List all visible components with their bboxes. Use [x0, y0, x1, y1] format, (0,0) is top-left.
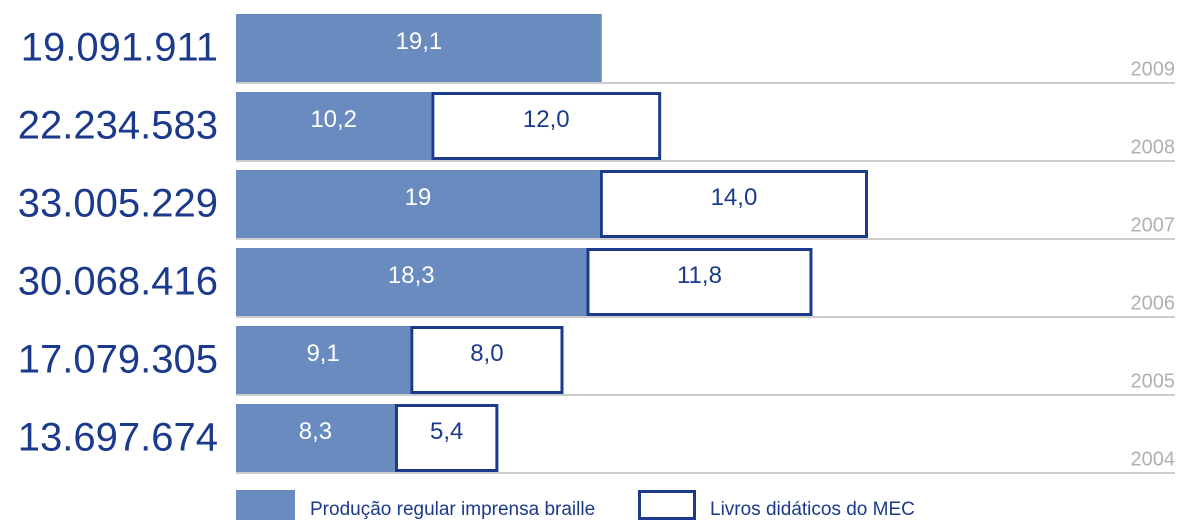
bar-segment [586, 248, 813, 316]
value-label: 18,3 [388, 262, 435, 289]
value-label: 8,3 [299, 418, 332, 445]
legend-swatch [638, 490, 696, 520]
value-label: 19 [405, 184, 432, 211]
year-label: 2008 [1131, 136, 1176, 158]
value-label: 19,1 [396, 28, 443, 55]
year-label: 2005 [1131, 370, 1176, 392]
bar-segment [236, 92, 432, 160]
bar-segment [236, 248, 587, 316]
bar-segment [236, 404, 395, 472]
legend-label: Livros didáticos do MEC [710, 499, 915, 520]
year-label: 2007 [1131, 214, 1176, 236]
bar-segment [236, 326, 411, 394]
bar-segment [410, 326, 564, 394]
row-label: 33.005.229 [18, 182, 218, 226]
value-label: 5,4 [430, 418, 463, 445]
year-label: 2006 [1131, 292, 1176, 314]
value-label: 10,2 [310, 106, 357, 133]
value-label: 14,0 [711, 184, 758, 211]
bar-segment [431, 92, 662, 160]
row-label: 17.079.305 [18, 338, 218, 382]
bar-segment [236, 170, 600, 238]
bar-segment [236, 14, 602, 82]
value-label: 9,1 [306, 340, 339, 367]
value-label: 12,0 [523, 106, 570, 133]
row-label: 19.091.911 [21, 26, 218, 70]
bar-segment [394, 404, 499, 472]
legend-label: Produção regular imprensa braille [310, 499, 595, 520]
row-label: 30.068.416 [18, 260, 218, 304]
year-label: 2009 [1131, 58, 1176, 80]
bar-segment [599, 170, 868, 238]
row-label: 13.697.674 [18, 416, 218, 460]
value-label: 11,8 [677, 262, 722, 289]
legend-swatch [236, 490, 295, 520]
row-label: 22.234.583 [18, 104, 218, 148]
year-label: 2004 [1131, 448, 1176, 470]
value-label: 8,0 [470, 340, 503, 367]
